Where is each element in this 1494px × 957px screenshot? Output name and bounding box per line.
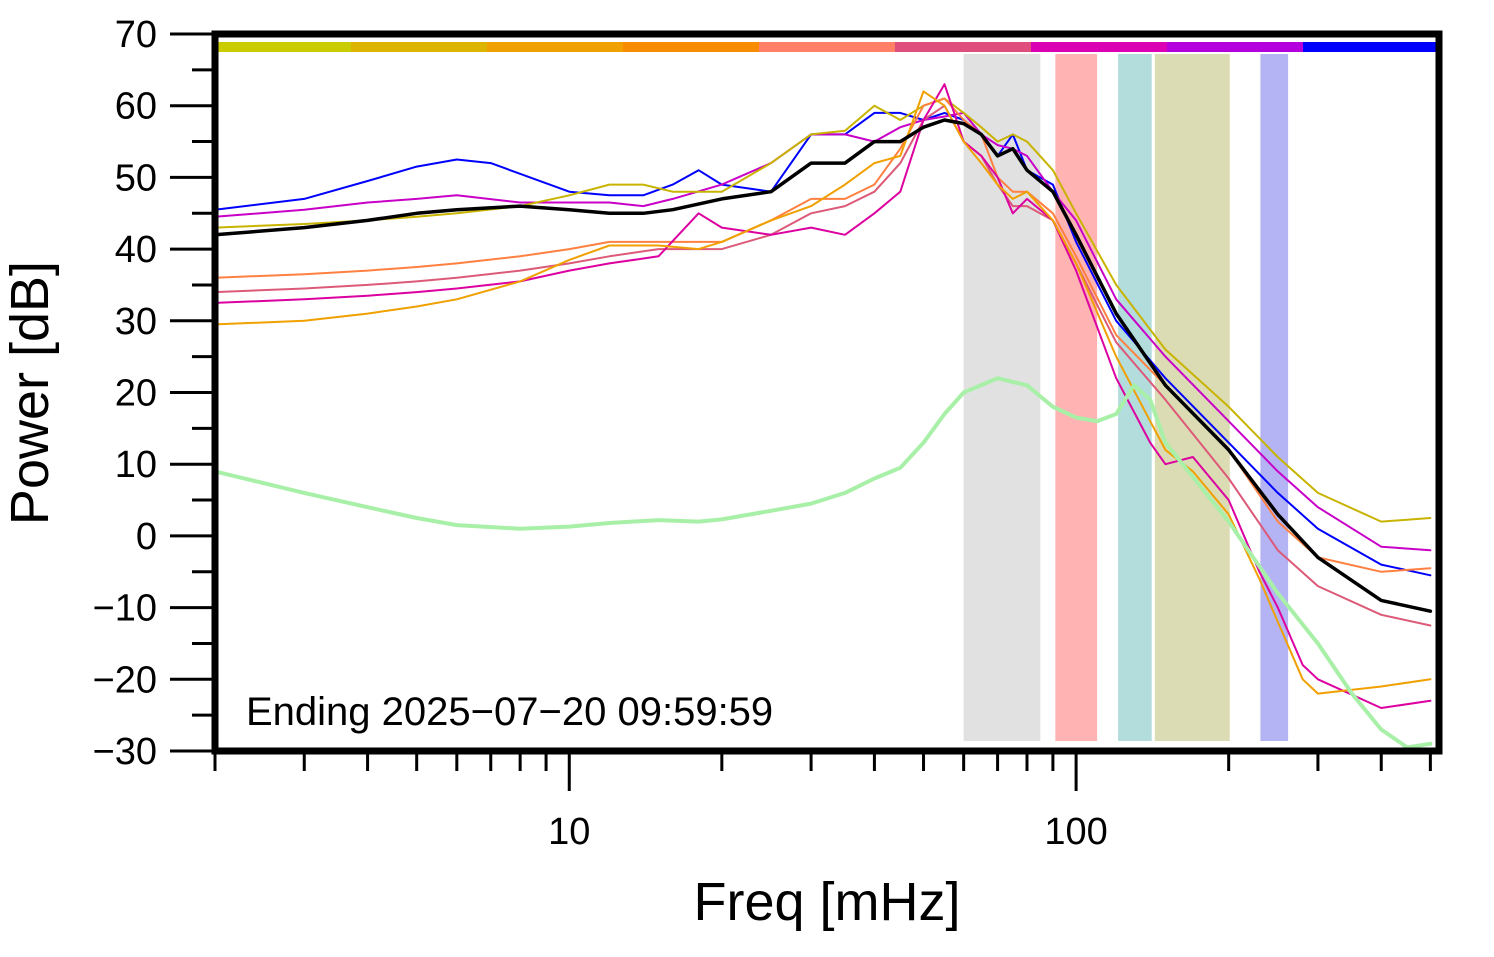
y-tick-label: −30 bbox=[93, 731, 157, 773]
x-axis: 10 100 bbox=[213, 751, 1432, 853]
color-bar-segment-7 bbox=[1031, 42, 1168, 52]
y-tick-label: −20 bbox=[93, 659, 157, 701]
series-line-3 bbox=[214, 97, 1432, 523]
y-tick-label: −10 bbox=[93, 588, 157, 630]
color-bar-segment-1 bbox=[215, 42, 352, 52]
series-line-9 bbox=[213, 376, 1433, 750]
color-bar-segment-4 bbox=[623, 42, 760, 52]
color-bar-segment-3 bbox=[487, 42, 624, 52]
y-tick-label: 40 bbox=[115, 229, 157, 271]
y-tick-label: 30 bbox=[115, 301, 157, 343]
color-bar-segment-9 bbox=[1303, 42, 1440, 52]
color-bar bbox=[215, 42, 1440, 52]
series-line-6 bbox=[214, 83, 1432, 709]
x-axis-title: Freq [mHz] bbox=[693, 872, 960, 932]
y-tick-label: 20 bbox=[115, 373, 157, 415]
y-tick-label: 60 bbox=[115, 86, 157, 128]
series-line-8 bbox=[213, 118, 1433, 613]
plot-frame bbox=[211, 30, 1443, 755]
color-bar-segment-8 bbox=[1167, 42, 1304, 52]
band-5 bbox=[1260, 54, 1289, 741]
color-bar-segment-5 bbox=[759, 42, 896, 52]
y-tick-label: 50 bbox=[115, 157, 157, 199]
y-axis: −30 −20 −10 0 10 20 30 40 50 60 70 bbox=[93, 14, 215, 773]
annotation-ending-date: Ending 2025−07−20 09:59:59 bbox=[246, 690, 773, 734]
series-lines bbox=[213, 83, 1433, 750]
color-bar-segment-2 bbox=[351, 42, 488, 52]
x-tick-label: 100 bbox=[1044, 811, 1107, 853]
x-tick-label: 10 bbox=[548, 811, 590, 853]
y-axis-title: Power [dB] bbox=[0, 261, 60, 525]
y-tick-label: 0 bbox=[136, 516, 157, 558]
series-line-7 bbox=[214, 90, 1432, 695]
color-bar-segment-6 bbox=[895, 42, 1032, 52]
y-tick-label: 70 bbox=[115, 14, 157, 56]
series-line-2 bbox=[214, 111, 1432, 552]
band-2 bbox=[1055, 54, 1098, 741]
y-tick-label: 10 bbox=[115, 444, 157, 486]
